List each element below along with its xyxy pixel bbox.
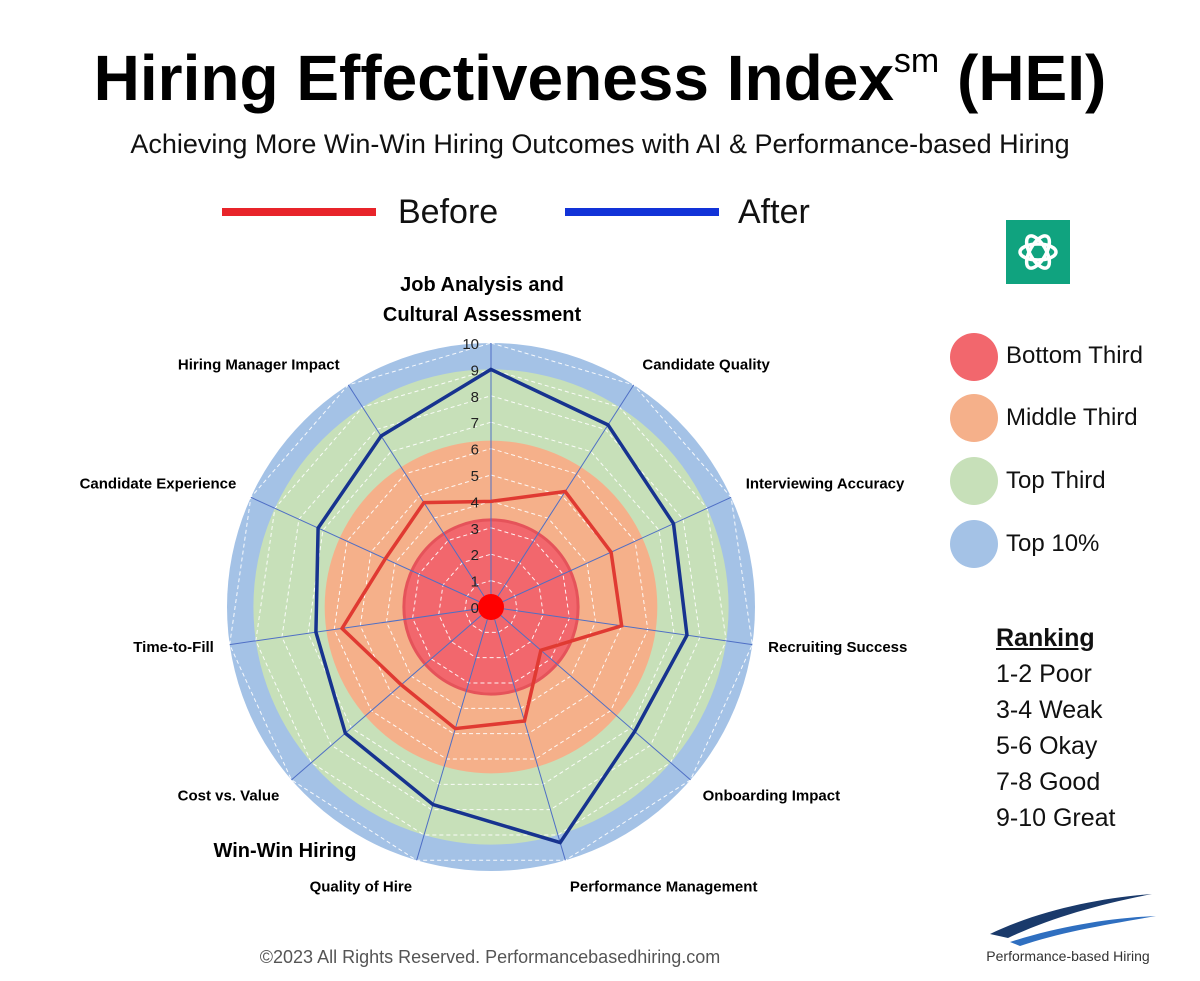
series-before — [339, 489, 624, 731]
ranking-item: 3-4 Weak — [996, 696, 1103, 724]
legend-top-10-swatch — [950, 520, 998, 568]
axis-label: Cultural Assessment — [383, 304, 582, 326]
ranking-item: 1-2 Poor — [996, 660, 1092, 688]
ranking-item: 5-6 Okay — [996, 732, 1098, 760]
grid-ring — [255, 368, 727, 836]
spoke — [347, 384, 492, 608]
radar-grid — [229, 342, 753, 861]
title-main: Hiring Effectiveness Index — [93, 42, 894, 114]
tick-label: 3 — [471, 521, 479, 538]
legend-after-line — [565, 208, 719, 216]
tick-label: 2 — [471, 547, 479, 564]
radar-tick-labels: 0 1 2 3 4 5 6 7 8 9 10 — [462, 336, 479, 617]
tick-label: 5 — [471, 468, 479, 485]
axis-label: Hiring Manager Impact — [178, 356, 340, 373]
page-subtitle: Achieving More Win-Win Hiring Outcomes w… — [130, 129, 1070, 159]
ranking-item: 9-10 Great — [996, 804, 1116, 832]
logo-text: Performance-based Hiring — [986, 948, 1150, 964]
legend-top-10-label: Top 10% — [1006, 530, 1100, 557]
title-service-mark: sm — [893, 42, 940, 80]
axis-label: Performance Management — [570, 879, 758, 896]
grid-ring — [464, 580, 518, 633]
spoke — [416, 606, 492, 861]
ranking-item: 7-8 Good — [996, 768, 1101, 796]
grid-ring — [307, 421, 675, 785]
tick-label: 9 — [471, 362, 479, 379]
legend-after-label: After — [738, 193, 810, 231]
grid-ring — [281, 395, 701, 811]
tick-label: 6 — [471, 442, 479, 459]
tick-label: 0 — [471, 600, 479, 617]
center-label: Win-Win Hiring — [214, 840, 357, 862]
axis-label: Job Analysis and — [400, 274, 564, 296]
axis-label: Interviewing Accuracy — [746, 476, 905, 493]
axis-label: Candidate Quality — [642, 356, 770, 373]
axis-label: Candidate Experience — [80, 476, 237, 493]
page-title: Hiring Effectiveness Indexsm (HEI) — [0, 38, 1200, 118]
radar-axis-labels: Job Analysis and Cultural Assessment Candi… — [80, 274, 908, 896]
copyright-footer: ©2023 All Rights Reserved. Performanceba… — [259, 947, 721, 967]
legend-top-third-swatch — [950, 457, 998, 505]
axis-label: Onboarding Impact — [703, 787, 841, 804]
spoke — [291, 606, 492, 781]
series-after — [314, 367, 689, 845]
radar-series — [314, 367, 689, 845]
tick-label: 4 — [471, 494, 479, 511]
legend-top-third-label: Top Third — [1006, 467, 1106, 494]
spoke — [229, 606, 492, 646]
openai-knot-icon — [1006, 220, 1070, 284]
spoke — [490, 384, 635, 608]
tick-label: 1 — [471, 574, 479, 591]
legend-bottom-third-label: Bottom Third — [1006, 342, 1143, 369]
legend-middle-third-swatch — [950, 394, 998, 442]
legend-before-label: Before — [398, 193, 499, 231]
tick-label: 8 — [471, 389, 479, 406]
grid-ring — [438, 553, 544, 659]
title-tail: (HEI) — [957, 42, 1107, 114]
axis-label: Cost vs. Value — [178, 787, 280, 804]
legend-middle-third-label: Middle Third — [1006, 404, 1138, 431]
axis-label: Time-to-Fill — [133, 639, 214, 656]
spoke — [250, 496, 492, 608]
axis-label: Recruiting Success — [768, 639, 907, 656]
tick-label: 7 — [471, 415, 479, 432]
legend-bottom-third-swatch — [950, 333, 998, 381]
spoke — [490, 606, 691, 781]
spoke — [490, 606, 566, 861]
ranking-title: Ranking — [996, 624, 1095, 652]
grid-ring — [333, 448, 649, 760]
tick-label: 10 — [462, 336, 479, 353]
center-dot — [478, 594, 504, 620]
performance-based-hiring-logo — [990, 894, 1156, 946]
legend-before-line — [222, 208, 376, 216]
axis-label: Quality of Hire — [310, 879, 413, 896]
grid-ring — [412, 527, 570, 684]
